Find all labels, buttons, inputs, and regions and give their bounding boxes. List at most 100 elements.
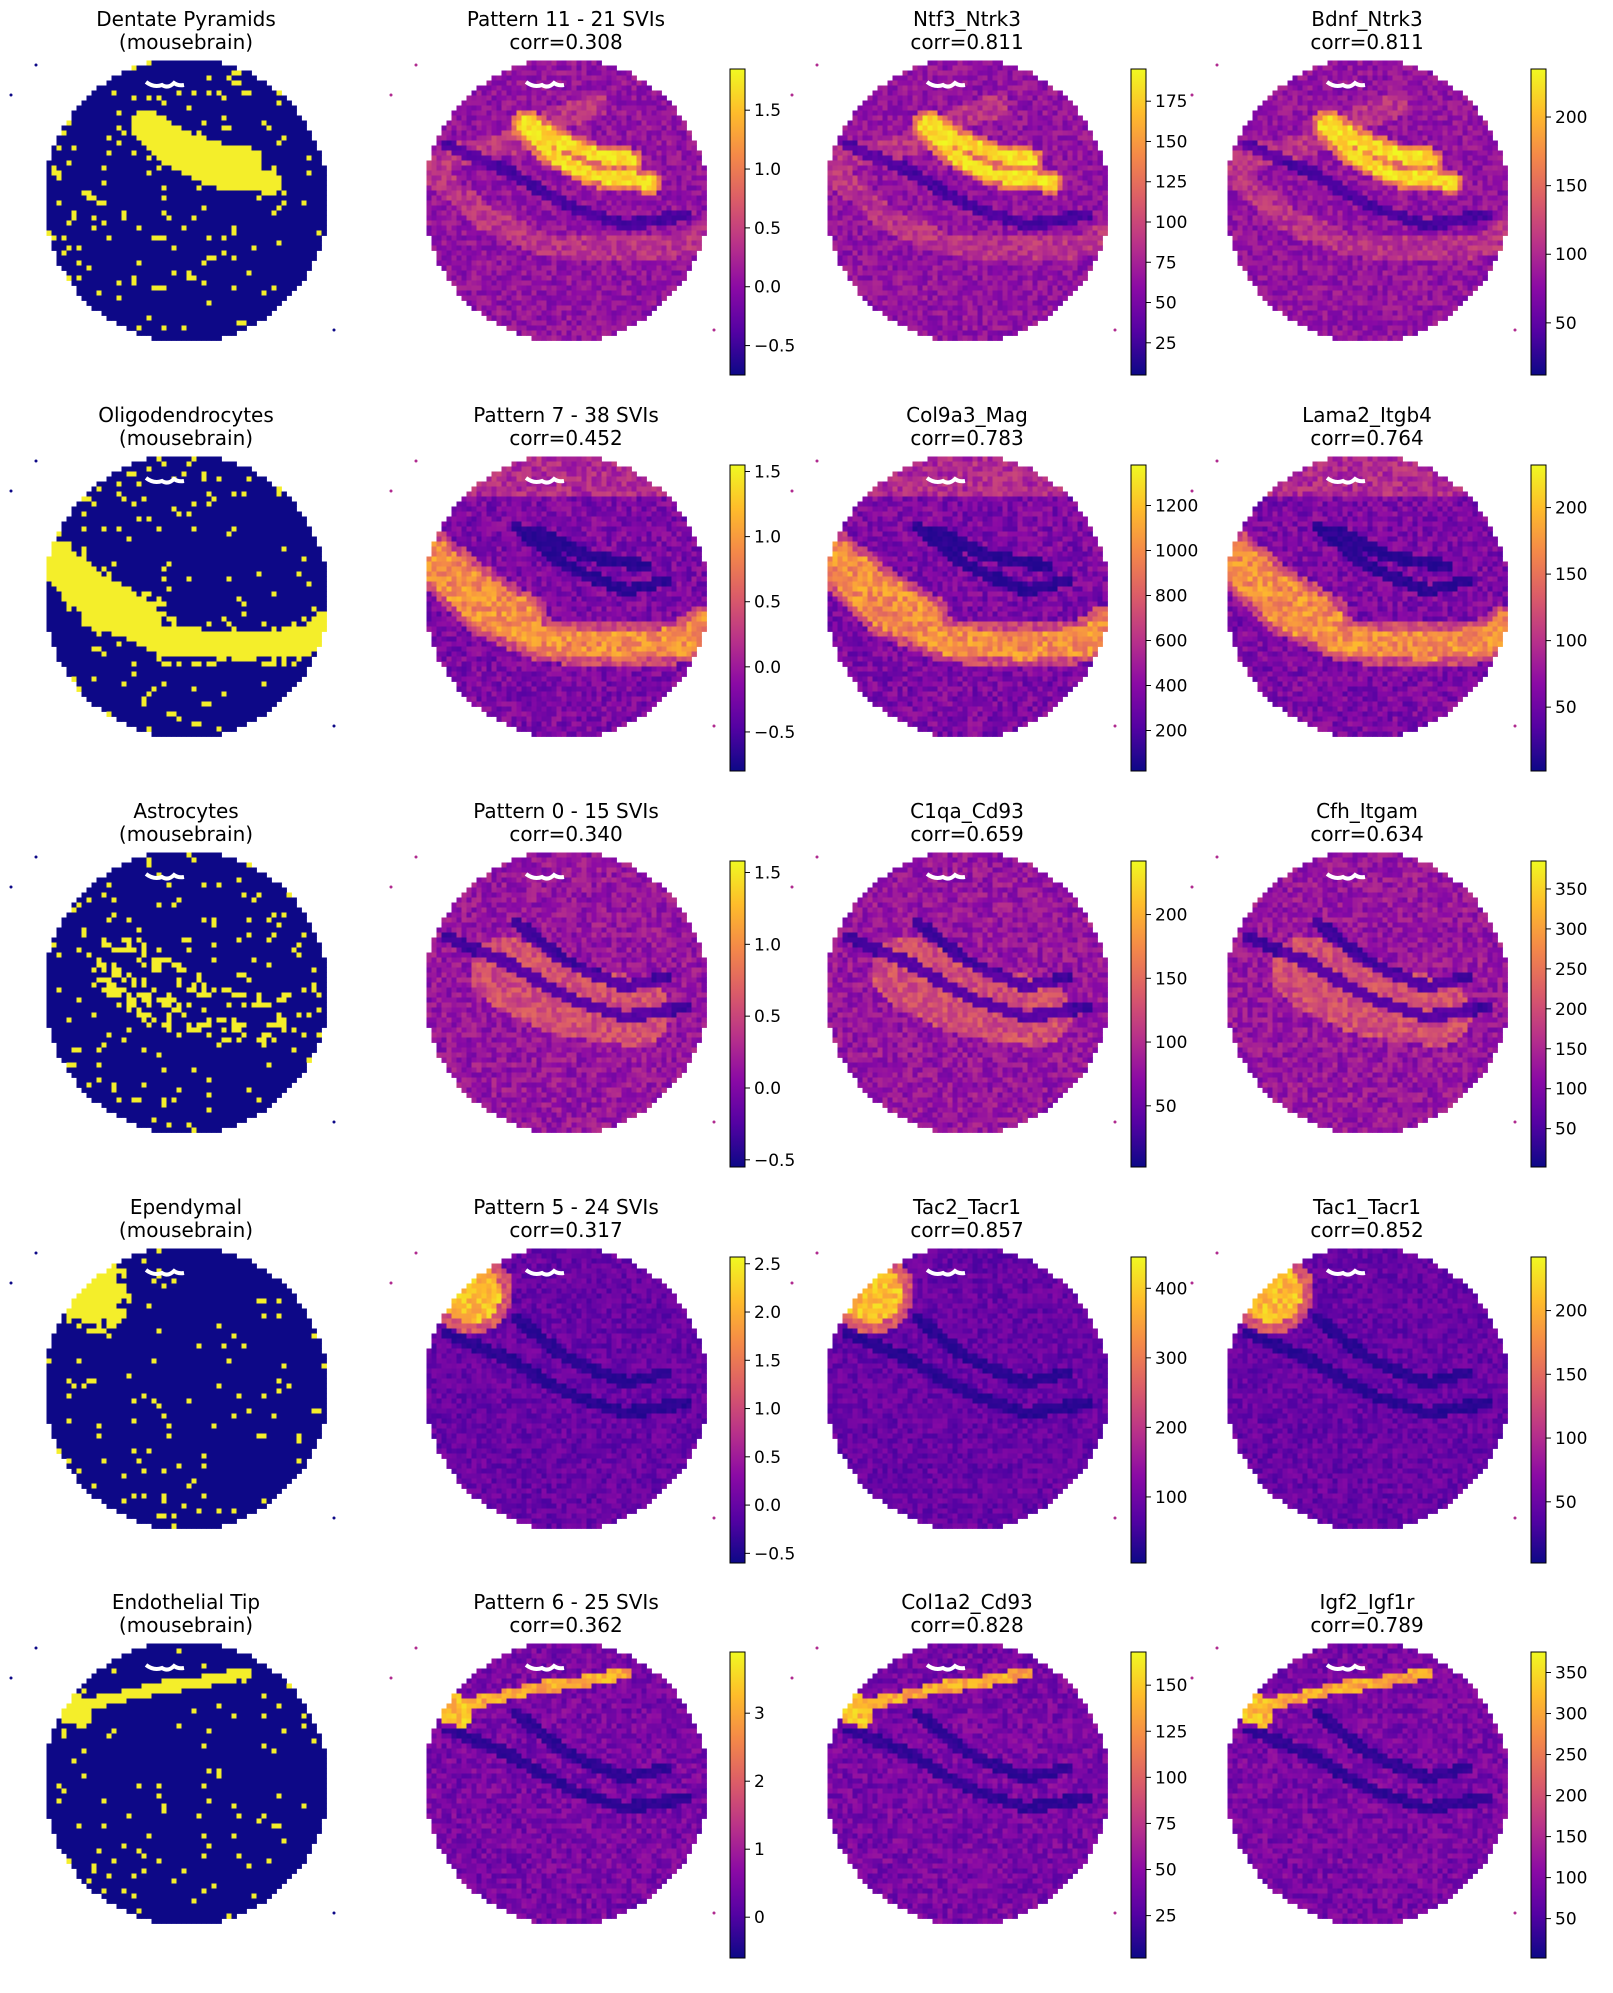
- spot: [242, 136, 247, 141]
- spot: [82, 121, 87, 126]
- spot: [72, 196, 77, 201]
- spot: [102, 156, 107, 161]
- spot: [302, 246, 307, 251]
- spot: [62, 136, 67, 141]
- spot: [157, 121, 162, 126]
- spot: [122, 161, 127, 166]
- spot: [182, 186, 187, 191]
- spot: [172, 116, 177, 121]
- spot: [262, 236, 267, 241]
- spot: [272, 261, 277, 266]
- spot: [267, 261, 272, 266]
- spot: [217, 226, 222, 231]
- spot: [197, 151, 202, 156]
- spot: [187, 201, 192, 206]
- spot: [217, 181, 222, 186]
- spot: [187, 256, 192, 261]
- spot: [62, 166, 67, 171]
- spot: [262, 136, 267, 141]
- spot: [57, 176, 62, 181]
- spot: [72, 236, 77, 241]
- spot: [57, 226, 62, 231]
- spot: [82, 261, 87, 266]
- spot: [237, 206, 242, 211]
- spot: [82, 216, 87, 221]
- spot: [217, 216, 222, 221]
- spot: [132, 76, 137, 81]
- spot: [107, 256, 112, 261]
- spot: [167, 121, 172, 126]
- spot: [207, 111, 212, 116]
- spot: [132, 201, 137, 206]
- spot: [112, 121, 117, 126]
- spot: [77, 241, 82, 246]
- spot: [107, 226, 112, 231]
- spot: [287, 186, 292, 191]
- spot: [307, 251, 312, 256]
- spot: [252, 106, 257, 111]
- spot: [157, 201, 162, 206]
- spot: [282, 191, 287, 196]
- spot: [172, 126, 177, 131]
- spot: [162, 61, 167, 66]
- spot: [112, 151, 117, 156]
- spot: [242, 206, 247, 211]
- spot: [157, 271, 162, 276]
- spot: [117, 196, 122, 201]
- spot: [217, 91, 222, 96]
- spot: [122, 111, 127, 116]
- spot: [157, 236, 162, 241]
- spot: [197, 81, 202, 86]
- spot: [127, 236, 132, 241]
- spot: [162, 191, 167, 196]
- spot: [307, 226, 312, 231]
- spot: [302, 186, 307, 191]
- spot: [297, 186, 302, 191]
- spot: [122, 156, 127, 161]
- spot: [177, 231, 182, 236]
- spot: [282, 106, 287, 111]
- spot: [122, 196, 127, 201]
- spot: [152, 171, 157, 176]
- spot: [142, 256, 147, 261]
- spot: [137, 231, 142, 236]
- spot: [57, 156, 62, 161]
- spot: [307, 181, 312, 186]
- spot: [322, 211, 327, 216]
- spot: [187, 106, 192, 111]
- spot: [272, 171, 277, 176]
- spot: [257, 166, 262, 171]
- spot: [322, 181, 327, 186]
- spot: [312, 181, 317, 186]
- spot: [77, 201, 82, 206]
- spot: [222, 221, 227, 226]
- spot: [292, 236, 297, 241]
- spot: [302, 266, 307, 271]
- spot: [127, 91, 132, 96]
- spot: [262, 246, 267, 251]
- spot: [282, 246, 287, 251]
- spot: [82, 181, 87, 186]
- spot: [127, 111, 132, 116]
- spot: [162, 126, 167, 131]
- spot: [207, 76, 212, 81]
- spot: [87, 131, 92, 136]
- spot: [92, 216, 97, 221]
- spot: [147, 171, 152, 176]
- spot: [87, 241, 92, 246]
- spot: [67, 136, 72, 141]
- spot: [302, 201, 307, 206]
- spot: [282, 96, 287, 101]
- spot: [122, 151, 127, 156]
- spot: [187, 206, 192, 211]
- spot: [167, 236, 172, 241]
- spot: [157, 206, 162, 211]
- spot: [77, 116, 82, 121]
- spot: [57, 261, 62, 266]
- spot: [232, 241, 237, 246]
- spot: [297, 236, 302, 241]
- spot: [302, 156, 307, 161]
- spot: [212, 231, 217, 236]
- spot: [122, 76, 127, 81]
- spot: [167, 186, 172, 191]
